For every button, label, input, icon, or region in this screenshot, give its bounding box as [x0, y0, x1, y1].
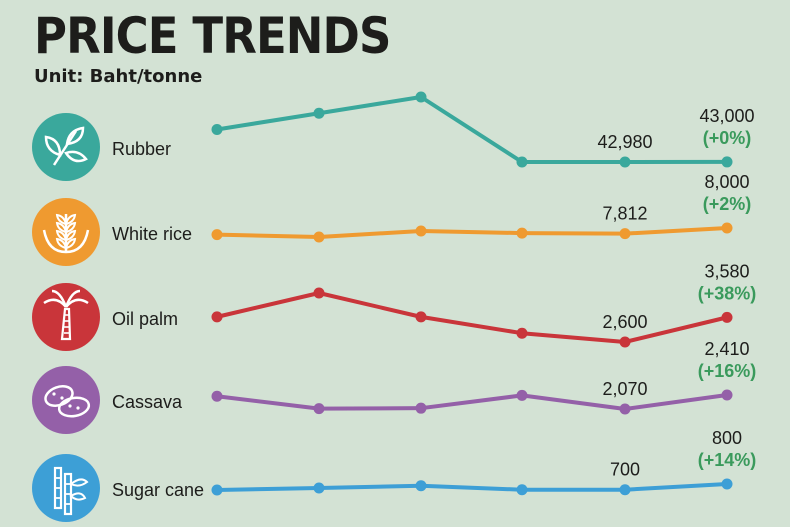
- point-cassava-5: [619, 403, 631, 415]
- value-label-sugar-cane-6: 800: [712, 428, 742, 448]
- line-oil-palm: [216, 291, 728, 344]
- line-rubber: [216, 95, 728, 164]
- value-label-rubber-5: 42,980: [597, 132, 652, 152]
- value-label-oil-palm-5: 2,600: [602, 312, 647, 332]
- series-oil-palm: Oil palm 2,600 3,580(+38%): [32, 261, 756, 351]
- series-cassava: Cassava 2,070 2,410(+16%): [32, 339, 756, 434]
- change-label-white-rice: (+2%): [703, 194, 752, 214]
- point-cassava-1: [211, 390, 223, 402]
- sugar-cane-icon: [32, 454, 100, 522]
- point-rubber-4: [516, 156, 528, 168]
- change-label-rubber: (+0%): [703, 128, 752, 148]
- point-white-rice-5: [619, 228, 631, 240]
- wheat-icon: [32, 198, 100, 266]
- unit-label: Unit: Baht/tonne: [34, 66, 203, 87]
- series-rubber: Rubber 42,980 43,000(+0%): [32, 91, 755, 181]
- point-oil-palm-1: [211, 311, 223, 323]
- change-label-oil-palm: (+38%): [698, 283, 757, 303]
- line-cassava: [216, 393, 728, 411]
- point-cassava-4: [516, 389, 528, 401]
- point-cassava-6: [721, 389, 733, 401]
- point-sugar-cane-2: [313, 482, 325, 494]
- point-rubber-6: [721, 156, 733, 168]
- point-sugar-cane-5: [619, 484, 631, 496]
- point-sugar-cane-1: [211, 484, 223, 496]
- series-name-oil-palm: Oil palm: [112, 309, 178, 329]
- point-oil-palm-2: [313, 287, 325, 299]
- value-label-oil-palm-6: 3,580: [704, 261, 749, 281]
- change-label-cassava: (+16%): [698, 361, 757, 381]
- point-rubber-2: [313, 107, 325, 119]
- point-white-rice-6: [721, 222, 733, 234]
- point-rubber-5: [619, 156, 631, 168]
- point-white-rice-1: [211, 229, 223, 241]
- line-sugar-cane: [216, 482, 728, 492]
- value-label-white-rice-6: 8,000: [704, 172, 749, 192]
- point-oil-palm-4: [516, 327, 528, 339]
- point-sugar-cane-3: [415, 480, 427, 492]
- value-label-cassava-6: 2,410: [704, 339, 749, 359]
- point-oil-palm-3: [415, 311, 427, 323]
- series-name-rubber: Rubber: [112, 139, 171, 159]
- cassava-icon: [32, 366, 100, 434]
- point-white-rice-3: [415, 225, 427, 237]
- point-cassava-2: [313, 403, 325, 415]
- value-label-sugar-cane-5: 700: [610, 460, 640, 480]
- value-label-cassava-5: 2,070: [602, 379, 647, 399]
- series-name-sugar-cane: Sugar cane: [112, 480, 204, 500]
- point-cassava-3: [415, 402, 427, 414]
- line-white-rice: [216, 226, 728, 239]
- point-sugar-cane-4: [516, 484, 528, 496]
- page-title: PRICE TRENDS: [34, 7, 391, 65]
- point-rubber-3: [415, 91, 427, 103]
- point-rubber-1: [211, 123, 223, 135]
- change-label-sugar-cane: (+14%): [698, 450, 757, 470]
- series-name-cassava: Cassava: [112, 392, 183, 412]
- point-white-rice-4: [516, 227, 528, 239]
- point-sugar-cane-6: [721, 478, 733, 490]
- value-label-white-rice-5: 7,812: [602, 204, 647, 224]
- point-oil-palm-6: [721, 311, 733, 323]
- leaves-icon: [32, 113, 100, 181]
- series-name-white-rice: White rice: [112, 224, 192, 244]
- palm-tree-icon: [32, 283, 100, 351]
- series-white-rice: White rice 7,812 8,000(+2%): [32, 172, 751, 266]
- point-white-rice-2: [313, 231, 325, 243]
- value-label-rubber-6: 43,000: [699, 106, 754, 126]
- point-oil-palm-5: [619, 336, 631, 348]
- series-sugar-cane: Sugar cane 700 800(+14%): [32, 428, 756, 522]
